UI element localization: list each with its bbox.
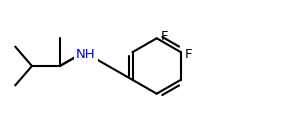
Text: F: F: [161, 30, 168, 43]
Text: NH: NH: [76, 48, 96, 61]
Text: F: F: [185, 48, 192, 61]
